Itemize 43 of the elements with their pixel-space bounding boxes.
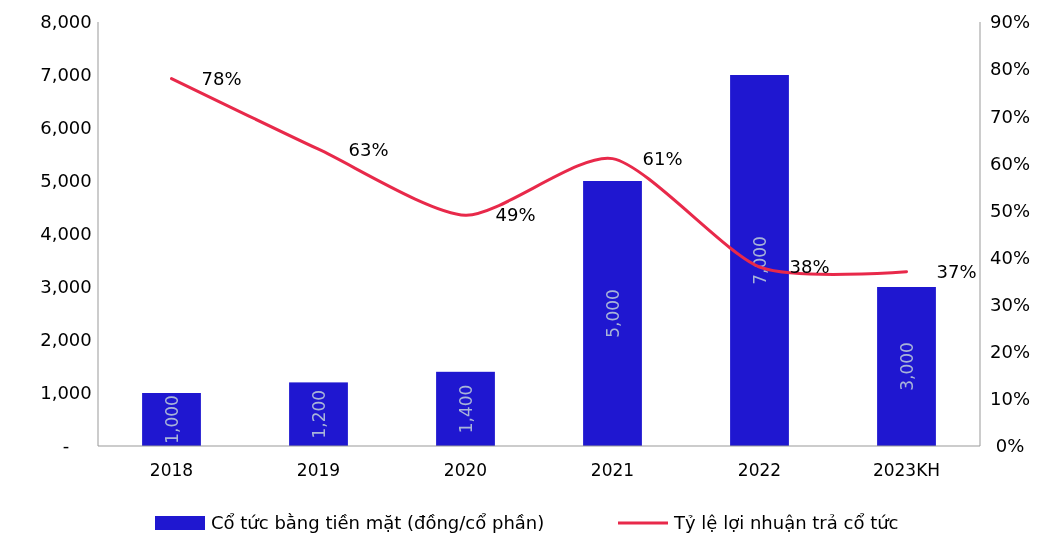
bar [877, 287, 936, 446]
y-tick-label: 1,000 [40, 382, 92, 404]
y-tick-label: 5,000 [40, 170, 92, 192]
x-tick-label: 2020 [443, 460, 488, 480]
data-label: 1,200 [308, 389, 329, 439]
y2-tick-label: 30% [989, 293, 1031, 315]
bar [583, 181, 642, 446]
data-label: 1,400 [455, 384, 476, 434]
data-label: 37% [936, 260, 977, 282]
bar [436, 371, 495, 446]
y-tick-label: 6,000 [40, 117, 92, 139]
x-tick-label: 2023KH [872, 460, 941, 480]
y2-tick-label: 20% [989, 341, 1031, 363]
y-tick-label: 4,000 [40, 223, 92, 245]
y2-tick-label: 40% [989, 246, 1031, 268]
y2-tick-label: 90% [989, 11, 1031, 33]
x-tick-label: 2019 [296, 460, 341, 480]
y2-tick-label: 70% [989, 105, 1031, 127]
data-label: 3,000 [896, 342, 917, 391]
data-label: 61% [642, 147, 683, 169]
y2-tick-label: 10% [989, 388, 1031, 410]
x-tick-label: 2022 [737, 460, 782, 480]
data-label: 78% [201, 67, 242, 89]
y2-tick-label: 60% [989, 152, 1031, 174]
y-tick-label: - [62, 435, 70, 457]
bar [289, 382, 348, 446]
data-label: 49% [495, 204, 536, 226]
y2-tick-label: 50% [989, 199, 1031, 221]
data-label: 5,000 [602, 289, 623, 338]
legend-label: Tỷ lệ lợi nhuận trả cổ tức [673, 512, 899, 534]
y-tick-label: 3,000 [40, 276, 92, 298]
y-tick-label: 2,000 [40, 329, 92, 351]
legend-label: Cổ tức bằng tiền mặt (đồng/cổ phần) [211, 512, 545, 534]
x-tick-label: 2018 [149, 460, 194, 480]
x-tick-label: 2021 [590, 460, 635, 480]
data-label: 1,000 [161, 395, 182, 444]
y-tick-label: 8,000 [40, 11, 92, 33]
y-tick-label: 7,000 [40, 64, 92, 86]
data-label: 63% [348, 138, 389, 160]
data-label: 38% [789, 256, 830, 278]
y2-tick-label: 0% [995, 435, 1025, 457]
y2-tick-label: 80% [989, 58, 1031, 80]
bar [730, 75, 789, 446]
